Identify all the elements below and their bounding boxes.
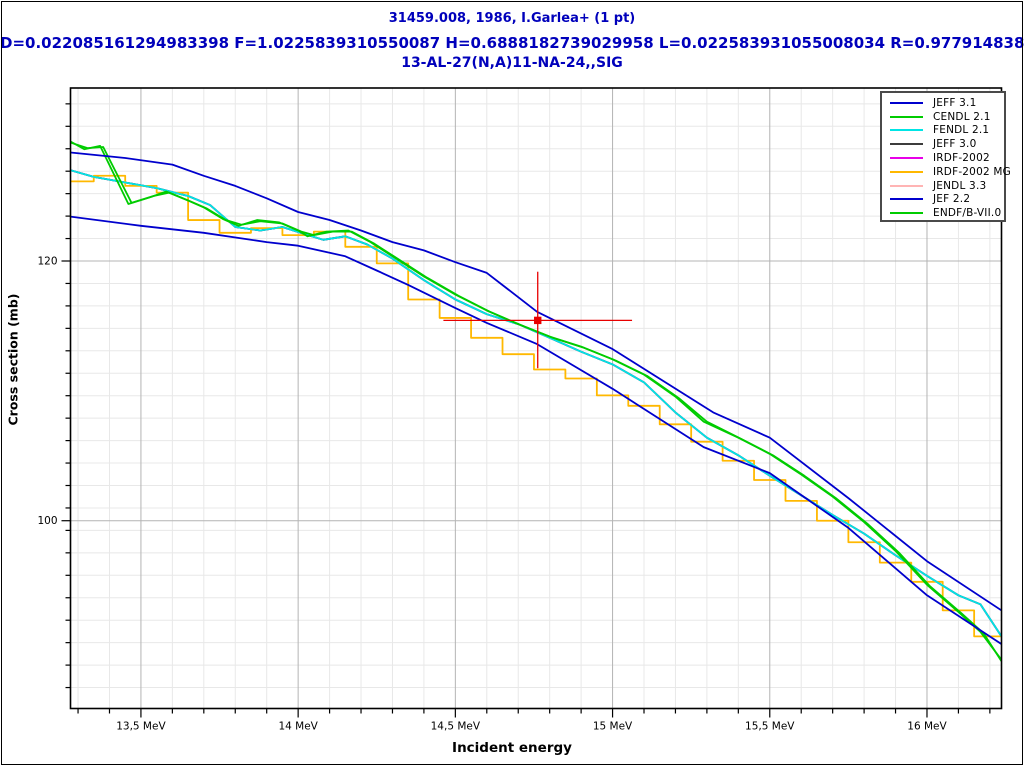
curves bbox=[70, 140, 1002, 662]
y-tick-label: 120 bbox=[37, 256, 57, 268]
legend-line-sample bbox=[890, 198, 923, 201]
major-gridlines bbox=[70, 88, 1002, 709]
x-tick-label: 14,5 MeV bbox=[431, 721, 481, 733]
curve-jeff-3-0 bbox=[70, 169, 1002, 637]
axis-ticks bbox=[61, 103, 991, 718]
legend-entry: JEFF 3.0 bbox=[882, 137, 1004, 151]
plot-title-reaction: 13-AL-27(N,A)11-NA-24,,SIG bbox=[401, 55, 623, 71]
legend-label: IRDF-2002 bbox=[933, 152, 990, 165]
legend-label: FENDL 2.1 bbox=[933, 124, 990, 137]
legend-entry: JENDL 3.3 bbox=[882, 179, 1004, 193]
legend-line-sample bbox=[890, 157, 923, 160]
legend-label: CENDL 2.1 bbox=[933, 110, 991, 123]
x-tick-label: 14 MeV bbox=[278, 721, 318, 733]
legend-line-sample bbox=[890, 115, 923, 118]
legend-entry: IRDF-2002 MG bbox=[882, 165, 1011, 179]
plot-frame bbox=[69, 87, 1003, 710]
legend-entry: CENDL 2.1 bbox=[882, 110, 1004, 124]
legend-line-sample bbox=[890, 129, 923, 132]
x-axis-title: Incident energy bbox=[452, 740, 572, 756]
x-tick-label: 16 MeV bbox=[907, 721, 947, 733]
legend-line-sample bbox=[890, 212, 923, 215]
x-tick-label: 15,5 MeV bbox=[745, 721, 795, 733]
legend-label: JEFF 3.1 bbox=[933, 96, 977, 109]
legend-entry: IRDF-2002 bbox=[882, 151, 1004, 165]
legend-entry: JEFF 3.1 bbox=[882, 96, 1004, 110]
curve-jendl-3-3 bbox=[70, 169, 1002, 637]
legend-entry: JEF 2.2 bbox=[882, 193, 1004, 207]
legend-entry: FENDL 2.1 bbox=[882, 124, 1004, 138]
x-tick-label: 15 MeV bbox=[593, 721, 633, 733]
legend-label: IRDF-2002 MG bbox=[933, 165, 1011, 178]
legend-line-sample bbox=[890, 101, 923, 104]
legend-label: JENDL 3.3 bbox=[933, 179, 987, 192]
y-tick-label: 100 bbox=[37, 515, 57, 527]
legend-label: JEFF 3.0 bbox=[933, 138, 977, 151]
legend-label: ENDF/B-VII.0 bbox=[933, 207, 1002, 220]
curve-cendl-2-1 bbox=[70, 140, 1002, 661]
plot-title-experiment: 31459.008, 1986, I.Garlea+ (1 pt) bbox=[388, 11, 636, 26]
legend: JEFF 3.1 CENDL 2.1 FENDL 2.1 JEFF 3.0 IRDF-2… bbox=[880, 91, 1011, 222]
y-axis-title: Cross section (mb) bbox=[5, 293, 21, 426]
data-point-marker bbox=[534, 316, 542, 325]
curve-irdf-2002-mg bbox=[70, 174, 1002, 638]
x-tick-label: 13,5 MeV bbox=[116, 721, 166, 733]
legend-entry: ENDF/B-VII.0 bbox=[882, 206, 1004, 220]
curve-irdf-2002 bbox=[70, 169, 1002, 637]
curve-jeff-3-1 bbox=[70, 151, 1002, 612]
curve-fendl-2-1 bbox=[70, 169, 1002, 637]
legend-line-sample bbox=[890, 184, 923, 187]
legend-line-sample bbox=[890, 170, 923, 173]
tick-labels: 13,5 MeV 14 MeV 14,5 MeV 15 MeV 15,5 MeV 16 M… bbox=[37, 256, 947, 733]
plot-title-statistics: D=0.022085161294983398 F=1.0225839310550… bbox=[0, 34, 1024, 52]
experiment-point bbox=[443, 271, 633, 369]
minor-gridlines bbox=[70, 88, 1002, 709]
legend-label: JEF 2.2 bbox=[933, 193, 971, 206]
curve-jef-2-2 bbox=[70, 215, 1002, 645]
legend-line-sample bbox=[890, 143, 923, 146]
